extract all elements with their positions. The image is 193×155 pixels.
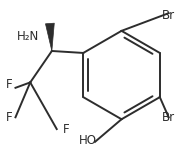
Text: Br: Br — [162, 9, 175, 22]
Text: HO: HO — [79, 134, 97, 147]
Text: F: F — [6, 111, 13, 124]
Text: H₂N: H₂N — [17, 30, 39, 43]
Text: Br: Br — [162, 111, 175, 124]
Text: F: F — [6, 78, 13, 91]
Polygon shape — [46, 23, 54, 51]
Text: F: F — [63, 123, 69, 136]
